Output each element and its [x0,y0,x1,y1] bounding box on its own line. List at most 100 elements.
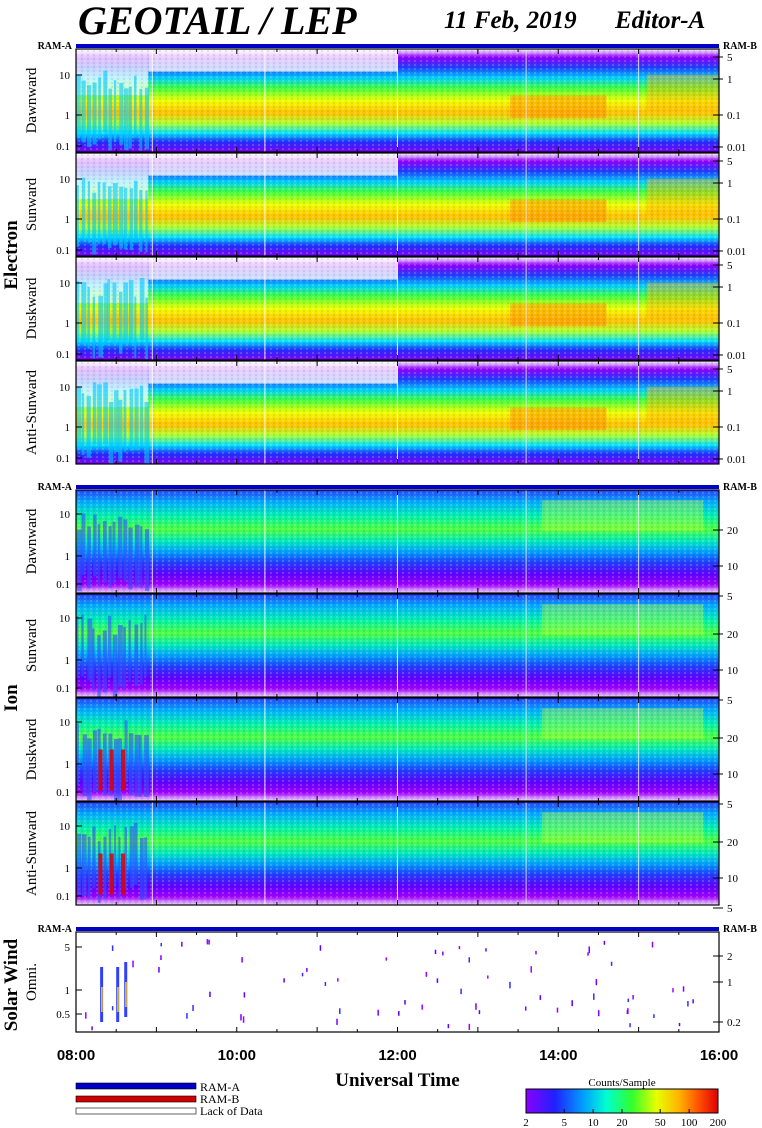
striation [87,181,91,243]
data-point [678,1022,681,1027]
striation [82,734,88,797]
striation [97,524,101,587]
y-tick-label-left: 0.1 [56,245,70,257]
y-tick-label-left: 0.1 [56,453,70,465]
striation [103,382,108,445]
striation [107,279,111,341]
y-tick-label-left: 1 [65,655,71,667]
y-tick-label-left: 10 [59,717,71,729]
striation [128,280,134,342]
data-point [337,978,339,982]
striation [103,836,107,899]
legend-label-lack: Lack of Data [200,1104,263,1118]
striation [87,618,93,681]
data-point [436,978,439,983]
ram-b-interval [121,749,126,791]
ram-right-label: RAM-B [723,924,757,935]
data-point [687,1001,689,1007]
panel-label: Sunward [24,177,40,231]
y-tick-label-left: 0.1 [56,787,70,799]
striation [107,615,112,678]
data-point [240,1014,242,1021]
x-tick-label: 12:00 [378,1047,416,1064]
striation [139,838,144,900]
y-tick-label-left: 0.1 [56,141,70,153]
striation [82,177,86,240]
data-burst-core [101,987,103,1012]
data-point [587,952,589,956]
striation [139,735,142,797]
data-point [524,1006,527,1011]
data-point [306,968,308,972]
figure-date: 11 Feb, 2019 [444,7,577,34]
panel-label: Anti-Sunward [24,370,40,455]
striation [86,396,91,458]
data-point [627,998,630,1003]
ram-b-interval [121,853,126,895]
striation [92,192,97,255]
data-point [186,1013,188,1019]
y-tick-label-left: 1 [65,759,71,771]
ram-bar [76,44,719,48]
data-point [588,946,591,954]
striation [145,297,148,360]
striation [86,85,92,147]
colorbar-tick-label: 10 [588,1117,600,1128]
data-point [672,988,674,993]
ram-bar [76,927,719,931]
y-tick-label-right: 1 [727,386,733,398]
y-tick-label-right: 5 [727,695,733,707]
data-point [460,988,462,995]
figure-title: GEOTAIL / LEP [78,0,357,43]
ram-bar [76,485,719,489]
striation [102,630,107,693]
data-point [241,957,243,963]
striation [81,614,84,677]
striation [114,390,119,453]
striation [144,837,148,900]
data-point [458,946,461,950]
x-tick-label: 08:00 [57,1047,95,1064]
colorbar: Counts/Sample 2 5 10 20 50 100 200 [523,1077,727,1128]
striation [81,282,87,344]
striation [128,733,134,795]
ram-left-label: RAM-A [38,924,73,935]
data-point [595,979,598,986]
data-point [597,1010,600,1017]
data-point [539,995,542,1000]
ram-right-label: RAM-B [723,482,757,493]
x-tick-label: 16:00 [700,1047,738,1064]
striation [98,77,101,140]
striation [140,623,143,685]
data-point [509,981,511,989]
striation [113,738,119,801]
striation [124,826,127,889]
striation [139,189,143,252]
striation [129,188,133,250]
panel-label: Dawnward [24,67,40,133]
data-point [85,1012,87,1019]
data-point [319,945,322,951]
striation [81,834,87,897]
panel-label: Omni. [24,963,40,1001]
y-tick-label-right: 1 [727,74,733,86]
data-point [160,942,162,947]
data-point [692,999,694,1004]
spectrogram [76,932,719,1032]
y-tick-label-left: 1 [65,318,71,330]
striation [87,526,91,589]
ram-b-interval [109,749,114,791]
striation [87,738,92,801]
y-tick-label-right: 10 [727,873,739,885]
legend-label-ram-b: RAM-B [200,1092,239,1106]
striation [133,822,138,885]
data-point [243,992,246,998]
y-tick-label-left: 0.1 [56,683,70,695]
ram-b-interval [109,853,114,895]
striation [134,388,139,451]
striation [134,296,137,359]
data-point [283,978,285,983]
data-point [336,1018,338,1025]
panels-layer: RAM-A RAM-B Electron Dawnward 10 1 0.1 5 1 0.1 0.0… [1,41,757,1091]
